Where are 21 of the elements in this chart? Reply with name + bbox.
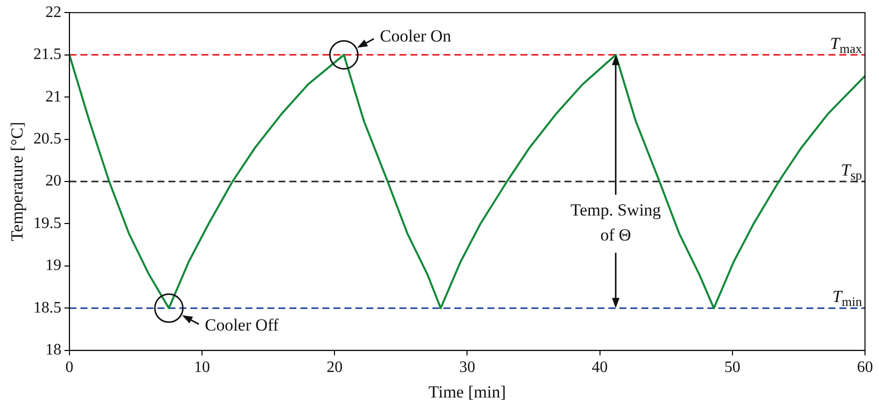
- x-tick-label: 0: [65, 359, 74, 376]
- y-tick-label: 20.5: [33, 130, 62, 148]
- y-tick-label: 18: [45, 342, 62, 359]
- y-tick-label: 21: [45, 88, 62, 106]
- x-tick-label: 60: [857, 359, 873, 376]
- x-axis-title: Time [min]: [428, 382, 506, 402]
- x-tick-label: 40: [592, 359, 608, 376]
- x-tick-label: 10: [194, 359, 210, 376]
- y-tick-label: 21.5: [33, 46, 62, 64]
- y-tick-label: 19: [45, 257, 62, 274]
- annotation: Cooler On: [380, 26, 452, 46]
- y-tick-label: 18.5: [33, 299, 62, 316]
- y-tick-label: 22: [45, 4, 62, 21]
- y-tick-label: 19.5: [33, 214, 62, 232]
- x-tick-label: 20: [326, 359, 343, 376]
- annotation: Temp. Swing of Θ: [570, 200, 662, 245]
- x-tick-label: 50: [724, 359, 740, 376]
- x-tick-label: 30: [459, 359, 476, 376]
- y-axis-title: Temperature [°C]: [8, 122, 27, 242]
- y-tick-label: 20: [45, 172, 62, 190]
- annotation: Cooler Off: [204, 316, 279, 335]
